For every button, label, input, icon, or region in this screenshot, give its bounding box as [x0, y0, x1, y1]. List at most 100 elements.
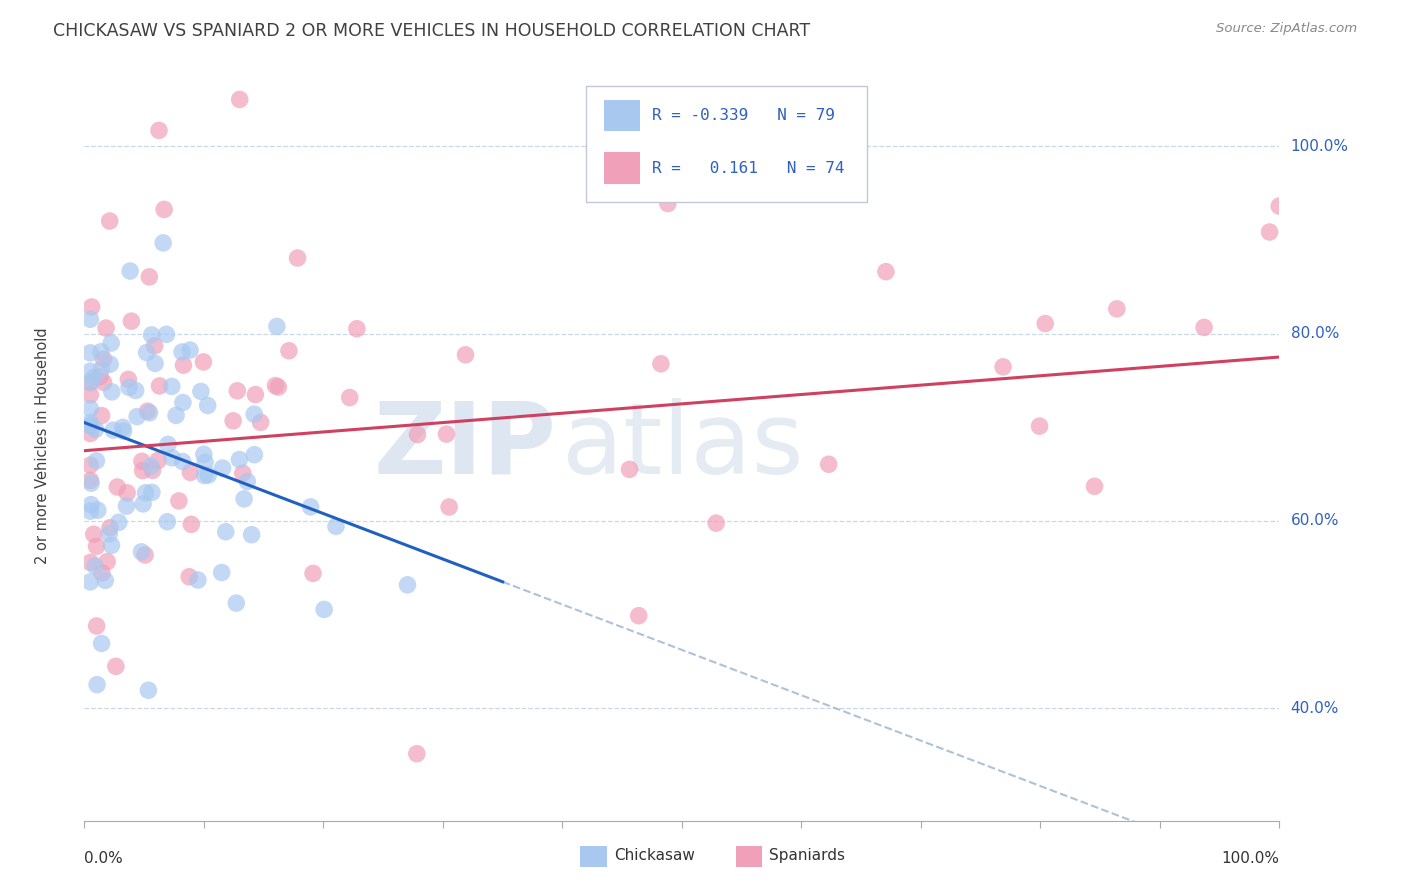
Point	[79, 418, 101, 433]
Point	[396, 578, 419, 592]
Point	[79, 364, 101, 378]
Point	[141, 328, 163, 343]
Point	[704, 516, 727, 530]
Point	[156, 437, 179, 451]
Point	[84, 559, 107, 574]
Point	[86, 454, 108, 468]
Point	[148, 379, 170, 393]
Text: 100.0%: 100.0%	[1291, 139, 1348, 153]
Point	[107, 516, 129, 530]
Point	[79, 504, 101, 518]
Point	[96, 555, 118, 569]
Point	[83, 370, 105, 384]
Point	[650, 357, 672, 371]
Point	[215, 524, 238, 539]
Point	[117, 372, 139, 386]
Text: R = -0.339   N = 79: R = -0.339 N = 79	[652, 108, 835, 123]
Point	[339, 391, 361, 405]
Point	[267, 380, 290, 394]
Point	[120, 264, 142, 278]
Point	[120, 314, 142, 328]
Point	[193, 355, 215, 369]
Point	[115, 499, 138, 513]
Point	[79, 574, 101, 589]
Point	[197, 399, 219, 413]
Point	[406, 427, 429, 442]
Point	[94, 574, 117, 588]
Point	[143, 339, 166, 353]
Point	[131, 454, 153, 468]
Point	[134, 548, 156, 562]
Point	[84, 422, 107, 436]
Point	[138, 406, 160, 420]
Point	[148, 123, 170, 137]
FancyBboxPatch shape	[605, 100, 640, 131]
Point	[156, 515, 179, 529]
Point	[179, 570, 201, 584]
Text: 40.0%: 40.0%	[1291, 701, 1339, 715]
Point	[104, 659, 127, 673]
Point	[98, 526, 121, 541]
Point	[93, 352, 115, 367]
Point	[619, 462, 641, 476]
Point	[1083, 479, 1105, 493]
Point	[233, 491, 256, 506]
Point	[190, 384, 212, 399]
Point	[100, 336, 122, 351]
Point	[187, 573, 209, 587]
Point	[436, 427, 458, 442]
Point	[325, 519, 347, 533]
Point	[79, 473, 101, 487]
Point	[89, 369, 111, 384]
Point	[86, 539, 108, 553]
Point	[1033, 317, 1056, 331]
Point	[228, 93, 250, 107]
Point	[454, 348, 477, 362]
Point	[83, 527, 105, 541]
Point	[125, 384, 148, 398]
Point	[98, 521, 121, 535]
FancyBboxPatch shape	[735, 847, 762, 867]
Point	[87, 503, 110, 517]
Text: Spaniards: Spaniards	[769, 847, 845, 863]
Point	[101, 384, 124, 399]
Point	[139, 459, 162, 474]
Point	[266, 319, 288, 334]
Point	[299, 500, 322, 514]
Text: 2 or more Vehicles in Household: 2 or more Vehicles in Household	[35, 327, 51, 565]
Point	[90, 344, 112, 359]
Point	[277, 343, 299, 358]
Text: ZIP: ZIP	[374, 398, 557, 494]
Point	[302, 566, 325, 581]
Point	[170, 345, 193, 359]
FancyBboxPatch shape	[605, 153, 640, 184]
Point	[98, 357, 121, 371]
Point	[991, 359, 1014, 374]
Point	[138, 269, 160, 284]
Point	[225, 596, 247, 610]
Point	[172, 395, 194, 409]
Point	[112, 424, 135, 438]
Point	[90, 409, 112, 423]
Point	[80, 476, 103, 491]
Point	[90, 636, 112, 650]
Text: Source: ZipAtlas.com: Source: ZipAtlas.com	[1216, 22, 1357, 36]
Point	[93, 376, 115, 390]
Point	[100, 538, 122, 552]
Point	[243, 407, 266, 421]
Point	[1028, 419, 1050, 434]
Point	[111, 420, 134, 434]
Point	[146, 453, 169, 467]
Point	[98, 214, 121, 228]
Point	[172, 358, 194, 372]
Point	[138, 683, 160, 698]
Point	[228, 452, 250, 467]
Point	[179, 343, 201, 357]
Text: CHICKASAW VS SPANIARD 2 OR MORE VEHICLES IN HOUSEHOLD CORRELATION CHART: CHICKASAW VS SPANIARD 2 OR MORE VEHICLES…	[53, 22, 810, 40]
Point	[79, 346, 101, 360]
Point	[405, 747, 427, 761]
FancyBboxPatch shape	[581, 847, 606, 867]
Point	[141, 463, 163, 477]
Point	[249, 415, 271, 429]
Point	[222, 414, 245, 428]
